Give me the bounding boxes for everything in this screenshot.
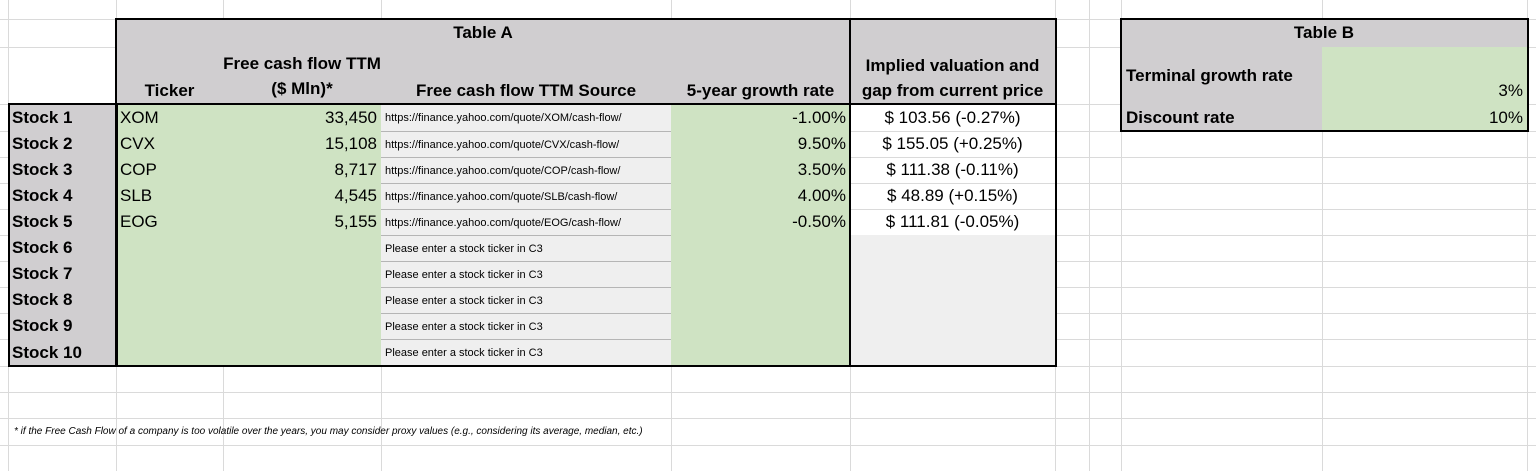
valuation-column-header-label: Implied valuation and gap from current p…	[861, 56, 1044, 100]
growth-cell[interactable]: 4.00%	[671, 183, 850, 209]
fcf-cell[interactable]	[223, 339, 381, 366]
valuation-cell[interactable]	[850, 235, 1055, 261]
growth-cell[interactable]	[671, 287, 850, 313]
terminal-growth-label-text: Terminal growth rate	[1126, 66, 1293, 85]
growth-cell[interactable]	[671, 235, 850, 261]
growth-cell[interactable]	[671, 339, 850, 366]
row-label[interactable]: Stock 4	[8, 183, 116, 209]
source-column-header[interactable]: Free cash flow TTM Source	[381, 47, 671, 104]
source-cell[interactable]: Please enter a stock ticker in C3	[381, 235, 671, 261]
row-label[interactable]: Stock 10	[8, 339, 116, 366]
ticker-column-header-label: Ticker	[144, 81, 195, 100]
valuation-cell[interactable]: $ 111.81 (-0.05%)	[885, 212, 1020, 231]
ticker-column-header[interactable]: Ticker	[116, 47, 223, 104]
source-cell[interactable]: Please enter a stock ticker in C3	[381, 287, 671, 313]
growth-column-header[interactable]: 5-year growth rate	[671, 47, 850, 104]
gridline-vertical	[1322, 0, 1323, 471]
ticker-cell[interactable]	[116, 235, 223, 261]
gridline-horizontal	[0, 445, 1536, 446]
source-cell[interactable]: Please enter a stock ticker in C3	[381, 339, 671, 366]
row-label[interactable]: Stock 8	[8, 287, 116, 313]
valuation-cell[interactable]	[850, 261, 1055, 287]
fcf-column-header[interactable]: Free cash flow TTM ($ Mln)*	[223, 47, 381, 104]
discount-rate-value-text: 10%	[1488, 107, 1523, 127]
table-a-header-bottom	[8, 103, 1057, 105]
row-label[interactable]: Stock 2	[8, 131, 116, 157]
growth-cell[interactable]: 9.50%	[671, 131, 850, 157]
row-label[interactable]: Stock 7	[8, 261, 116, 287]
ticker-cell[interactable]: COP	[116, 157, 223, 183]
ticker-cell[interactable]	[116, 287, 223, 313]
gridline-vertical	[1055, 0, 1056, 471]
source-cell[interactable]: Please enter a stock ticker in C3	[381, 313, 671, 339]
row-label[interactable]: Stock 5	[8, 209, 116, 235]
fcf-cell[interactable]	[223, 287, 381, 313]
ticker-cell[interactable]: EOG	[116, 209, 223, 235]
growth-cell[interactable]: 3.50%	[671, 157, 850, 183]
terminal-growth-value[interactable]: 10% 3%	[1322, 47, 1527, 104]
gridline-vertical	[1527, 0, 1528, 471]
fcf-cell[interactable]: 15,108	[223, 131, 381, 157]
discount-rate-value[interactable]: 10%	[1322, 104, 1527, 131]
growth-cell[interactable]: -0.50%	[671, 209, 850, 235]
gridline-vertical	[1121, 0, 1122, 471]
valuation-cell[interactable]: $ 111.38 (-0.11%)	[886, 160, 1019, 179]
source-cell[interactable]: https://finance.yahoo.com/quote/XOM/cash…	[381, 104, 671, 131]
fcf-cell[interactable]: 5,155	[223, 209, 381, 235]
discount-rate-label-text: Discount rate	[1126, 107, 1235, 127]
ticker-cell[interactable]: SLB	[116, 183, 223, 209]
terminal-growth-value-text-shown: 3%	[1498, 81, 1523, 100]
fcf-cell[interactable]	[223, 261, 381, 287]
valuation-column-header[interactable]: Implied valuation and gap from current p…	[850, 19, 1055, 104]
ticker-cell[interactable]: CVX	[116, 131, 223, 157]
fcf-cell[interactable]: 8,717	[223, 157, 381, 183]
gridline-vertical	[1089, 0, 1090, 471]
source-cell[interactable]: https://finance.yahoo.com/quote/SLB/cash…	[381, 183, 671, 209]
table-b-title[interactable]: Table B	[1121, 19, 1527, 47]
row-label[interactable]: Stock 1	[8, 104, 116, 131]
fcf-cell[interactable]	[223, 313, 381, 339]
discount-rate-label[interactable]: Discount rate	[1121, 104, 1322, 131]
valuation-cell[interactable]: $ 155.05 (+0.25%)	[882, 134, 1023, 153]
ticker-cell[interactable]: XOM	[116, 104, 223, 131]
growth-column-header-label: 5-year growth rate	[686, 81, 835, 100]
gridline-horizontal	[0, 366, 1536, 367]
growth-cell[interactable]: -1.00%	[671, 104, 850, 131]
gridline-horizontal	[0, 418, 1536, 419]
fcf-column-header-label: Free cash flow TTM ($ Mln)*	[223, 53, 381, 98]
ticker-cell[interactable]	[116, 339, 223, 366]
valuation-cell[interactable]	[850, 313, 1055, 339]
fcf-cell[interactable]: 33,450	[223, 104, 381, 131]
ticker-cell[interactable]	[116, 313, 223, 339]
terminal-growth-label[interactable]: Terminal growth rate	[1121, 47, 1322, 104]
source-cell[interactable]: https://finance.yahoo.com/quote/EOG/cash…	[381, 209, 671, 235]
ticker-cell[interactable]	[116, 261, 223, 287]
fcf-cell[interactable]: 4,545	[223, 183, 381, 209]
table-a-title[interactable]: Table A	[116, 19, 850, 47]
growth-cell[interactable]	[671, 261, 850, 287]
footnote: * if the Free Cash Flow of a company is …	[14, 426, 643, 437]
source-cell[interactable]: https://finance.yahoo.com/quote/COP/cash…	[381, 157, 671, 183]
growth-cell[interactable]	[671, 313, 850, 339]
source-column-header-label: Free cash flow TTM Source	[415, 81, 637, 100]
row-label[interactable]: Stock 9	[8, 313, 116, 339]
fcf-cell[interactable]	[223, 235, 381, 261]
valuation-cell[interactable]: $ 48.89 (+0.15%)	[887, 186, 1018, 205]
source-cell[interactable]: https://finance.yahoo.com/quote/CVX/cash…	[381, 131, 671, 157]
source-cell[interactable]: Please enter a stock ticker in C3	[381, 261, 671, 287]
table-a-divider	[849, 18, 851, 367]
valuation-cell[interactable]	[850, 339, 1055, 366]
gridline-horizontal	[0, 392, 1536, 393]
valuation-cell[interactable]	[850, 287, 1055, 313]
row-label[interactable]: Stock 6	[8, 235, 116, 261]
valuation-cell[interactable]: $ 103.56 (-0.27%)	[884, 107, 1021, 127]
row-label[interactable]: Stock 3	[8, 157, 116, 183]
